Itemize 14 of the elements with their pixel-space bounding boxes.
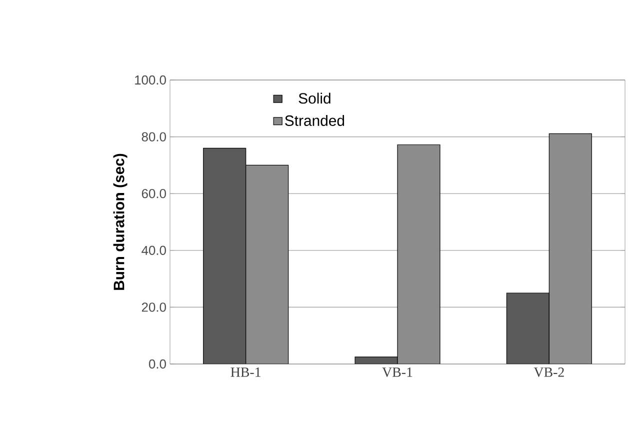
legend-label: Stranded xyxy=(285,114,344,126)
y-axis-title: Burn duration (sec) xyxy=(113,154,128,290)
y-tick-label: 20.0 xyxy=(142,302,166,312)
y-tick-label: 40.0 xyxy=(142,246,166,255)
bar xyxy=(506,292,550,364)
x-tick-label: VB-1 xyxy=(382,368,412,377)
x-tick-label: VB-2 xyxy=(534,368,564,377)
y-tick-label: 0.0 xyxy=(148,359,166,369)
legend-label: Solid xyxy=(298,92,330,104)
y-tick-label: 60.0 xyxy=(142,189,166,198)
x-tick-label: HB-1 xyxy=(230,368,260,377)
y-tick-label: 80.0 xyxy=(142,132,166,142)
y-tick-label: 100.0 xyxy=(135,75,166,85)
bar xyxy=(203,148,246,364)
